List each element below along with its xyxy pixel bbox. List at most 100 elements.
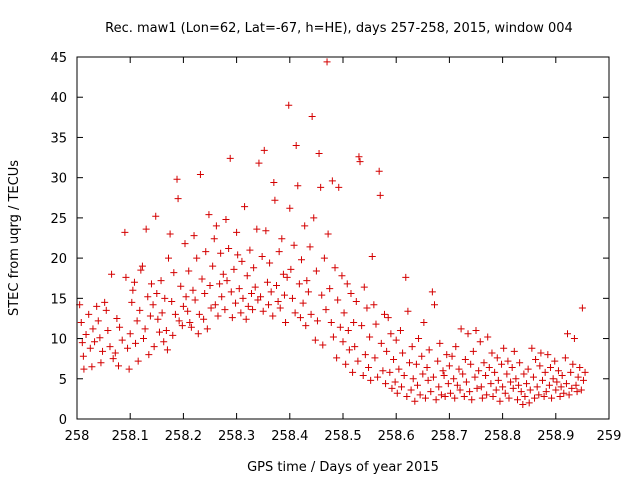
data-point — [182, 293, 190, 301]
data-point — [216, 280, 224, 288]
data-point — [211, 301, 219, 309]
data-point — [404, 307, 412, 315]
data-point — [168, 298, 176, 306]
data-point — [488, 349, 496, 357]
axis-ticks: 258 258.1 258.2 258.3 258.4 258.5 258.6 258.7 25… — [50, 51, 621, 444]
x-tick-label: 258.2 — [165, 429, 202, 444]
data-point — [80, 365, 88, 373]
data-point — [133, 317, 141, 325]
data-point — [361, 351, 369, 359]
x-tick-label: 258.4 — [271, 429, 308, 444]
data-point — [210, 235, 218, 243]
data-point — [576, 364, 584, 372]
data-point — [542, 388, 550, 396]
data-point — [435, 383, 443, 391]
data-point — [239, 294, 247, 302]
data-point — [477, 383, 485, 391]
data-point — [532, 355, 540, 363]
data-point — [453, 381, 461, 389]
data-point — [111, 349, 119, 357]
data-point — [421, 394, 429, 402]
data-point — [464, 330, 472, 338]
data-point — [312, 267, 320, 275]
data-point — [448, 352, 456, 360]
data-point — [351, 343, 359, 351]
data-point — [278, 235, 286, 243]
data-point — [384, 314, 392, 322]
data-point — [568, 384, 576, 392]
data-point — [205, 211, 213, 219]
data-point — [512, 375, 520, 383]
data-point — [525, 399, 533, 407]
data-point — [288, 294, 296, 302]
data-point — [146, 312, 154, 320]
data-point — [108, 270, 116, 278]
data-point — [446, 389, 454, 397]
data-point — [544, 351, 552, 359]
data-point — [473, 384, 481, 392]
data-point — [209, 262, 217, 270]
data-point — [472, 327, 480, 335]
data-point — [287, 265, 295, 273]
data-point — [125, 365, 133, 373]
data-point — [157, 277, 165, 285]
data-point — [200, 315, 208, 323]
data-point — [560, 389, 568, 397]
data-point — [263, 278, 271, 286]
data-point — [418, 352, 426, 360]
data-point — [324, 230, 332, 238]
data-point — [557, 383, 565, 391]
data-point — [144, 293, 152, 301]
plot-area-border — [76, 56, 610, 420]
data-point — [274, 298, 282, 306]
data-point — [106, 343, 114, 351]
data-point — [478, 394, 486, 402]
data-point — [333, 354, 341, 362]
data-point — [282, 318, 290, 326]
data-point — [556, 392, 564, 400]
data-point — [431, 301, 439, 309]
data-point — [304, 288, 312, 296]
data-point — [366, 333, 374, 341]
data-point — [475, 367, 483, 375]
data-point — [174, 195, 182, 203]
data-point — [356, 158, 364, 166]
data-point — [434, 357, 442, 365]
data-point — [121, 228, 129, 236]
data-point — [171, 310, 179, 318]
data-point — [219, 270, 227, 278]
data-point — [374, 373, 382, 381]
data-point — [335, 183, 343, 191]
data-point — [355, 153, 363, 161]
data-point — [255, 159, 263, 167]
data-point — [526, 386, 534, 394]
data-point — [279, 270, 287, 278]
data-point — [386, 368, 394, 376]
data-point — [253, 225, 261, 233]
data-point — [377, 339, 385, 347]
data-point — [510, 347, 518, 355]
data-point — [299, 299, 307, 307]
data-point — [565, 391, 573, 399]
data-point — [128, 298, 136, 306]
data-point — [427, 388, 435, 396]
data-point — [450, 375, 458, 383]
data-point — [400, 372, 408, 380]
data-point — [276, 304, 284, 312]
data-point — [569, 360, 577, 368]
data-point — [491, 368, 499, 376]
data-point — [214, 312, 222, 320]
data-point — [551, 357, 559, 365]
data-point — [298, 256, 306, 264]
data-point — [579, 376, 587, 384]
data-point — [476, 338, 484, 346]
data-point — [358, 322, 366, 330]
data-point — [194, 330, 202, 338]
data-point — [113, 314, 121, 322]
data-point — [429, 373, 437, 381]
data-point — [567, 368, 575, 376]
data-point — [487, 380, 495, 388]
x-tick-label: 258.1 — [112, 429, 149, 444]
data-point — [403, 392, 411, 400]
